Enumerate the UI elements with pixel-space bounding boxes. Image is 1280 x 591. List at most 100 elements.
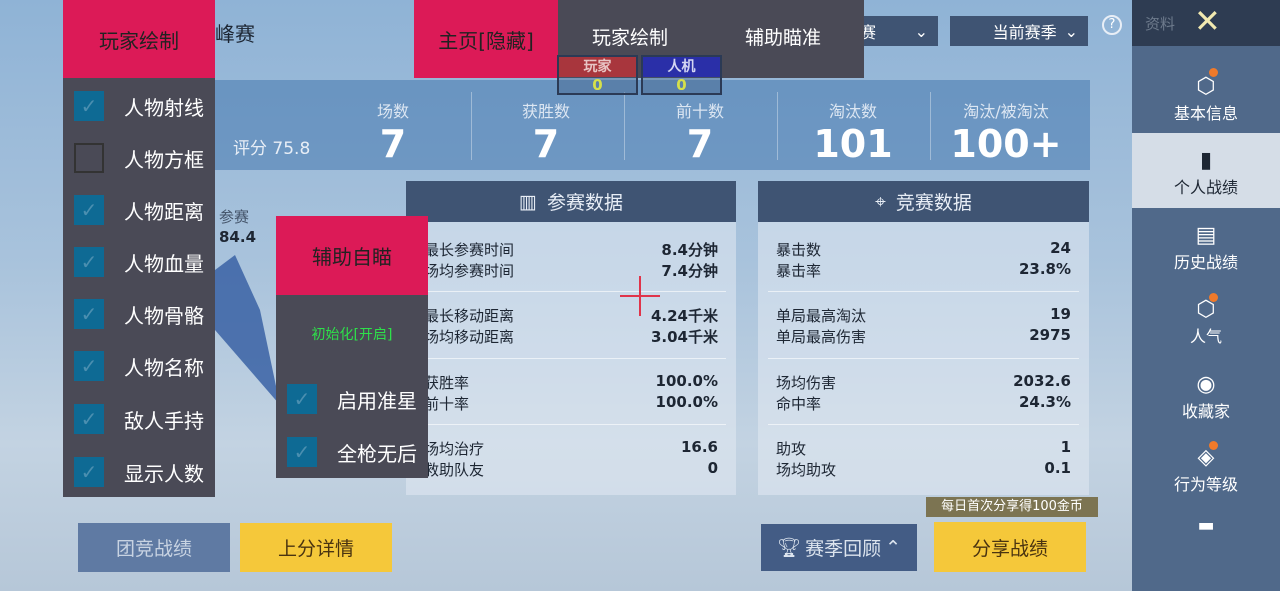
stat-label: 淘汰数 xyxy=(828,102,877,121)
toggle-player-box[interactable]: 人物方框 xyxy=(63,132,215,184)
toggle-player-name[interactable]: ✓ 人物名称 xyxy=(63,340,215,392)
stat-row: 单局最高淘汰 19 单局最高伤害 2975 xyxy=(776,305,1071,349)
aim-init-status[interactable]: 初始化[开启] xyxy=(311,327,393,343)
crosshair-icon: ⌖ xyxy=(875,190,886,213)
rank-detail-button[interactable]: 上分详情 xyxy=(240,523,392,572)
toggle-show-count[interactable]: ✓ 显示人数 xyxy=(63,446,215,498)
checkbox-checked[interactable]: ✓ xyxy=(287,437,317,467)
radar-axis-value: 84.4 xyxy=(219,228,257,246)
tab-aim-assist[interactable]: 辅助瞄准 xyxy=(745,27,822,49)
share-tooltip: 每日首次分享得100金币 xyxy=(926,497,1098,517)
stat-value: 101 xyxy=(813,122,893,166)
toggle-crosshair[interactable]: ✓ 启用准星 xyxy=(276,373,428,425)
toggle-player-health[interactable]: ✓ 人物血量 xyxy=(63,236,215,288)
profile-icon: ⬡ xyxy=(1196,74,1216,99)
stats-bar: 评分 75.8 场数 7 获胜数 7 前十数 7 淘汰数 101 淘汰/被淘汰 100+ xyxy=(215,80,1090,170)
season-dropdown[interactable]: 当前赛季 ⌄ xyxy=(950,16,1088,46)
toggle-player-line[interactable]: ✓ 人物射线 xyxy=(63,80,215,132)
aim-assist-title: 辅助自瞄 xyxy=(276,216,428,295)
radar-axis-label: 参赛 xyxy=(219,208,250,226)
mode-dropdown[interactable]: 赛 ⌄ xyxy=(850,16,938,46)
stat-value: 2032.6 xyxy=(1013,372,1071,390)
sidebar-item-label: 行为等级 xyxy=(1173,475,1238,494)
toggle-player-skeleton[interactable]: ✓ 人物骨骼 xyxy=(63,288,215,340)
checkbox-checked[interactable]: ✓ xyxy=(74,91,104,121)
stat-row: 场均治疗 16.6 救助队友 0 xyxy=(424,438,718,482)
notification-dot xyxy=(1209,441,1218,450)
stat-value: 16.6 xyxy=(680,438,718,456)
stat-value: 100+ xyxy=(950,122,1062,166)
popularity-icon: ⬡ xyxy=(1196,297,1216,322)
stat-kills: 淘汰数 101 xyxy=(778,80,928,166)
stat-value: 3.04千米 xyxy=(650,328,718,346)
chart-doc-icon: ▮ xyxy=(1199,148,1213,173)
toggle-label: 人物骨骼 xyxy=(124,303,204,328)
rating-value: 75.8 xyxy=(272,139,311,159)
radar-area xyxy=(215,255,280,405)
bot-counter: 人机 0 xyxy=(641,55,722,95)
stat-value: 7 xyxy=(686,122,714,166)
sidebar-item-personal-record[interactable]: ▮ 个人战绩 xyxy=(1132,133,1280,208)
chevron-up-icon: ⌃ xyxy=(885,536,902,559)
checkbox-checked[interactable]: ✓ xyxy=(74,404,104,434)
stat-label: 淘汰/被淘汰 xyxy=(963,102,1049,121)
toggle-label: 人物血量 xyxy=(124,251,204,276)
toggle-label: 人物名称 xyxy=(124,355,204,380)
chevron-down-icon: ⌄ xyxy=(914,21,928,41)
stat-value: 0 xyxy=(707,459,718,477)
checkbox-checked[interactable]: ✓ xyxy=(74,247,104,277)
stat-label: 单局最高伤害 xyxy=(776,328,867,346)
toggle-enemy-weapon[interactable]: ✓ 敌人手持 xyxy=(63,393,215,445)
player-counter: 玩家 0 xyxy=(557,55,638,95)
sidebar-item-behavior[interactable]: ◈ 行为等级 xyxy=(1132,445,1280,495)
tab-player-draw[interactable]: 玩家绘制 xyxy=(592,27,669,49)
chevron-down-icon: ⌄ xyxy=(1064,21,1078,41)
toggle-player-distance[interactable]: ✓ 人物距离 xyxy=(63,184,215,236)
player-draw-title: 玩家绘制 xyxy=(63,0,215,78)
profile-label: 资料 xyxy=(1145,15,1176,33)
checkbox-checked[interactable]: ✓ xyxy=(74,457,104,487)
sidebar-item-history[interactable]: ▤ 历史战绩 xyxy=(1132,223,1280,273)
stat-value: 100.0% xyxy=(655,393,718,411)
participation-panel: ▥ 参赛数据 最长参赛时间 8.4分钟 场均参赛时间 7.4分钟 最长移动距离 4.24千… xyxy=(406,181,736,495)
help-icon[interactable]: ? xyxy=(1102,15,1122,35)
rating: 评分 75.8 xyxy=(233,134,310,159)
stat-label: 场均治疗 xyxy=(424,440,485,458)
stat-label: 助攻 xyxy=(776,440,807,458)
competition-panel: ⌖ 竞赛数据 暴击数 24 暴击率 23.8% 单局最高淘汰 19 单局最高伤害 2975 场… xyxy=(758,181,1089,495)
stat-row: 获胜率 100.0% 前十率 100.0% xyxy=(424,372,718,416)
stat-label: 场均伤害 xyxy=(776,374,837,392)
stat-value: 8.4分钟 xyxy=(661,241,718,259)
stat-label: 最长参赛时间 xyxy=(424,241,515,259)
checkbox-checked[interactable]: ✓ xyxy=(287,384,317,414)
collector-icon: ◉ xyxy=(1196,372,1216,397)
stat-label: 获胜率 xyxy=(424,374,470,392)
more-menu-icon[interactable]: ▬ xyxy=(1197,515,1215,536)
stat-label: 场均助攻 xyxy=(776,461,837,479)
bot-counter-label: 人机 xyxy=(643,57,720,77)
sidebar-item-collector[interactable]: ◉ 收藏家 xyxy=(1132,372,1280,422)
stat-row: 场均伤害 2032.6 命中率 24.3% xyxy=(776,372,1071,416)
mode-dropdown-label: 赛 xyxy=(860,23,877,42)
checkbox-checked[interactable]: ✓ xyxy=(74,351,104,381)
close-icon[interactable]: ✕ xyxy=(1194,2,1221,40)
sidebar-item-basic-info[interactable]: ⬡ 基本信息 xyxy=(1132,74,1280,124)
team-record-button[interactable]: 团竞战绩 xyxy=(78,523,230,572)
behavior-icon: ◈ xyxy=(1197,445,1215,470)
tab-home-hidden[interactable]: 主页[隐藏] xyxy=(414,0,558,78)
season-review-button[interactable]: 🏆︎ 赛季回顾 ⌃ xyxy=(761,524,917,571)
toggle-no-recoil[interactable]: ✓ 全枪无后 xyxy=(276,426,428,478)
stat-value: 19 xyxy=(1050,305,1071,323)
season-dropdown-label: 当前赛季 xyxy=(992,23,1057,42)
sidebar-item-popularity[interactable]: ⬡ 人气 xyxy=(1132,297,1280,347)
season-review-label: 赛季回顾 xyxy=(805,538,882,560)
stat-label: 场数 xyxy=(376,102,409,121)
checkbox-checked[interactable]: ✓ xyxy=(74,195,104,225)
stat-value: 0.1 xyxy=(1044,459,1071,477)
checkbox-unchecked[interactable] xyxy=(74,143,104,173)
toggle-label: 显示人数 xyxy=(124,461,204,486)
toggle-label: 人物方框 xyxy=(124,147,204,172)
checkbox-checked[interactable]: ✓ xyxy=(74,299,104,329)
share-button[interactable]: 分享战绩 xyxy=(934,522,1086,572)
stat-row: 最长移动距离 4.24千米 场均移动距离 3.04千米 xyxy=(424,305,718,349)
